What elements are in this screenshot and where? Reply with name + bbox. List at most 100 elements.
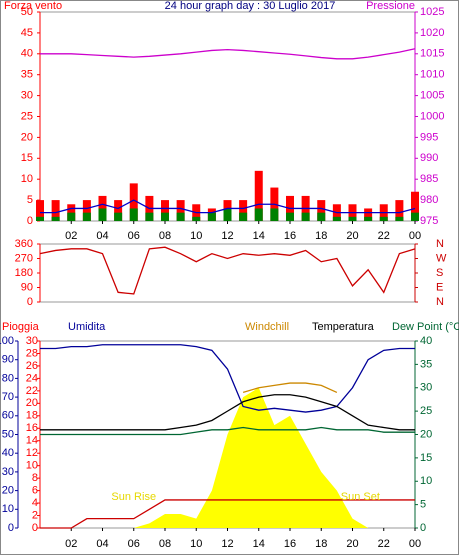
plot-frame <box>39 243 416 303</box>
y-tick-label: 20 <box>26 397 38 409</box>
y-tick-label: 20 <box>21 131 33 143</box>
bar <box>176 200 185 221</box>
bar <box>411 191 419 221</box>
line <box>40 394 415 431</box>
annotation: Sun Set <box>341 491 380 503</box>
y-tick-label: 0 <box>420 522 426 534</box>
y-tick-label: 28 <box>26 347 38 359</box>
bar <box>36 216 44 221</box>
x-tick-label: 20 <box>346 538 358 550</box>
x-tick-label: 18 <box>315 538 327 550</box>
y-tick-label: 26 <box>26 360 38 372</box>
y-tick-label: 0 <box>8 522 14 534</box>
bar <box>82 212 91 221</box>
y-tick-label: 980 <box>420 194 438 206</box>
y-tick-label: 15 <box>420 452 432 464</box>
y-tick-label: 1025 <box>420 6 444 18</box>
bar <box>239 212 248 221</box>
y-tick-label: W <box>436 252 447 264</box>
line <box>40 499 415 529</box>
y-tick-label: 975 <box>420 215 438 227</box>
bar <box>239 200 248 221</box>
axis-label: Pioggia <box>2 321 40 333</box>
y-tick-label: 270 <box>15 252 33 264</box>
x-tick-label: 04 <box>96 538 108 550</box>
chart-title: 24 hour graph day : 30 Luglio 2017 <box>165 0 336 12</box>
y-tick-label: 990 <box>420 152 438 164</box>
y-tick-label: 40 <box>2 447 14 459</box>
bar <box>82 200 91 221</box>
x-tick-label: 06 <box>128 230 140 242</box>
x-tick-label: 14 <box>253 538 265 550</box>
axis-label: Pressione <box>366 0 415 12</box>
y-tick-label: 30 <box>420 382 432 394</box>
y-tick-label: 5 <box>420 499 426 511</box>
x-tick-label: 16 <box>284 538 296 550</box>
bar <box>317 200 326 221</box>
bar <box>129 208 138 221</box>
y-tick-label: 60 <box>2 410 14 422</box>
y-tick-label: 30 <box>26 335 38 347</box>
annotation: Sun Rise <box>111 491 156 503</box>
axis-label: Forza vento <box>4 0 62 12</box>
legend-entry: Umidita <box>68 321 106 333</box>
y-tick-label: 180 <box>15 267 33 279</box>
y-tick-label: 35 <box>420 358 432 370</box>
y-tick-label: 25 <box>21 110 33 122</box>
legend-entry: Windchill <box>245 321 289 333</box>
bar <box>395 200 404 221</box>
bar <box>411 212 419 221</box>
y-tick-label: 18 <box>26 410 38 422</box>
y-tick-label: 25 <box>420 405 432 417</box>
y-tick-label: S <box>436 267 443 279</box>
bar <box>51 200 60 221</box>
line <box>40 48 416 60</box>
y-tick-label: 360 <box>15 238 33 250</box>
y-tick-label: 1020 <box>420 27 444 39</box>
legend-entry: Dew Point (°C <box>392 321 459 333</box>
x-tick-label: 22 <box>378 230 390 242</box>
y-tick-label: 80 <box>2 372 14 384</box>
x-tick-label: 06 <box>128 538 140 550</box>
y-tick-label: 0 <box>32 522 38 534</box>
line <box>40 199 416 214</box>
y-tick-label: 1005 <box>420 90 444 102</box>
bar <box>98 195 107 221</box>
y-tick-label: N <box>436 238 444 250</box>
y-tick-label: 90 <box>21 281 33 293</box>
line <box>39 246 416 295</box>
y-tick-label: 24 <box>26 372 38 384</box>
x-tick-label: 16 <box>284 230 296 242</box>
y-tick-label: 6 <box>32 485 38 497</box>
x-tick-label: 18 <box>315 230 327 242</box>
y-tick-label: 35 <box>21 69 33 81</box>
bar <box>301 212 310 221</box>
plot-frame <box>39 11 416 222</box>
bar <box>114 212 123 221</box>
x-tick-label: 08 <box>159 538 171 550</box>
y-tick-label: N <box>436 296 444 308</box>
bar <box>332 216 341 221</box>
legend-entry: Temperatura <box>312 321 375 333</box>
x-tick-label: 12 <box>221 230 233 242</box>
bar <box>98 208 107 221</box>
bar <box>286 212 294 221</box>
x-tick-label: 14 <box>253 230 265 242</box>
y-tick-label: 985 <box>420 173 438 185</box>
line <box>40 426 415 436</box>
y-tick-label: 1000 <box>420 110 444 122</box>
y-tick-label: 70 <box>2 391 14 403</box>
x-tick-label: 10 <box>190 538 202 550</box>
y-tick-label: 4 <box>32 497 38 509</box>
y-tick-label: 30 <box>2 466 14 478</box>
bar <box>270 208 279 221</box>
y-tick-label: 15 <box>21 152 33 164</box>
y-tick-label: 14 <box>26 435 38 447</box>
y-tick-label: 20 <box>2 485 14 497</box>
y-tick-label: 22 <box>26 385 38 397</box>
x-tick-label: 08 <box>159 230 171 242</box>
x-tick-label: 00 <box>409 230 421 242</box>
bar <box>254 170 263 221</box>
y-tick-label: 10 <box>26 460 38 472</box>
